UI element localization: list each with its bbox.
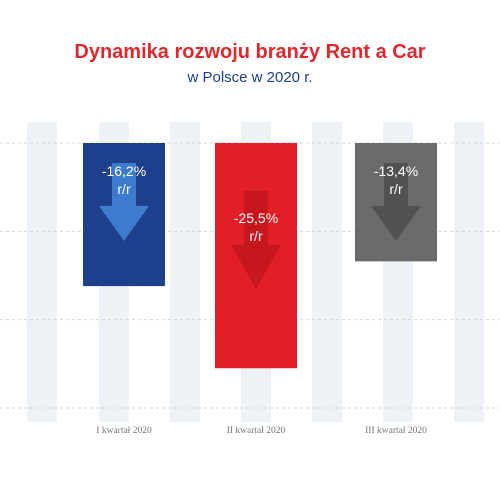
- background-stripe-3: [170, 122, 200, 422]
- bars: -16,2% r/r -25,5% r/r -13,4% r/r: [83, 143, 437, 369]
- data-label-unit: r/r: [117, 181, 131, 197]
- x-tick-label: III kwartał 2020: [365, 426, 427, 436]
- data-label-value: -16,2%: [102, 163, 146, 179]
- bar-group-1: -16,2% r/r: [83, 143, 165, 287]
- data-label-unit: r/r: [389, 181, 403, 197]
- bar-group-2: -25,5% r/r: [215, 143, 297, 369]
- down-arrow-icon: [231, 191, 281, 289]
- down-arrow-icon: [371, 163, 421, 241]
- data-label-unit: r/r: [249, 228, 263, 244]
- data-label-value: -25,5%: [234, 210, 278, 226]
- background-stripe-5: [312, 122, 342, 422]
- background-stripe-1: [27, 122, 57, 422]
- bar-group-3: -13,4% r/r: [355, 143, 437, 262]
- background-stripe-7: [454, 122, 484, 422]
- x-tick-label: II kwartał 2020: [227, 426, 286, 436]
- x-tick-label: I kwartał 2020: [96, 426, 152, 436]
- data-label-value: -13,4%: [374, 163, 418, 179]
- chart-subtitle: w Polsce w 2020 r.: [186, 69, 312, 86]
- x-axis-ticks: I kwartał 2020 II kwartał 2020 III kwartał…: [96, 426, 427, 436]
- down-arrow-icon: [99, 163, 149, 241]
- chart-title: Dynamika rozwoju branży Rent a Car: [74, 41, 425, 63]
